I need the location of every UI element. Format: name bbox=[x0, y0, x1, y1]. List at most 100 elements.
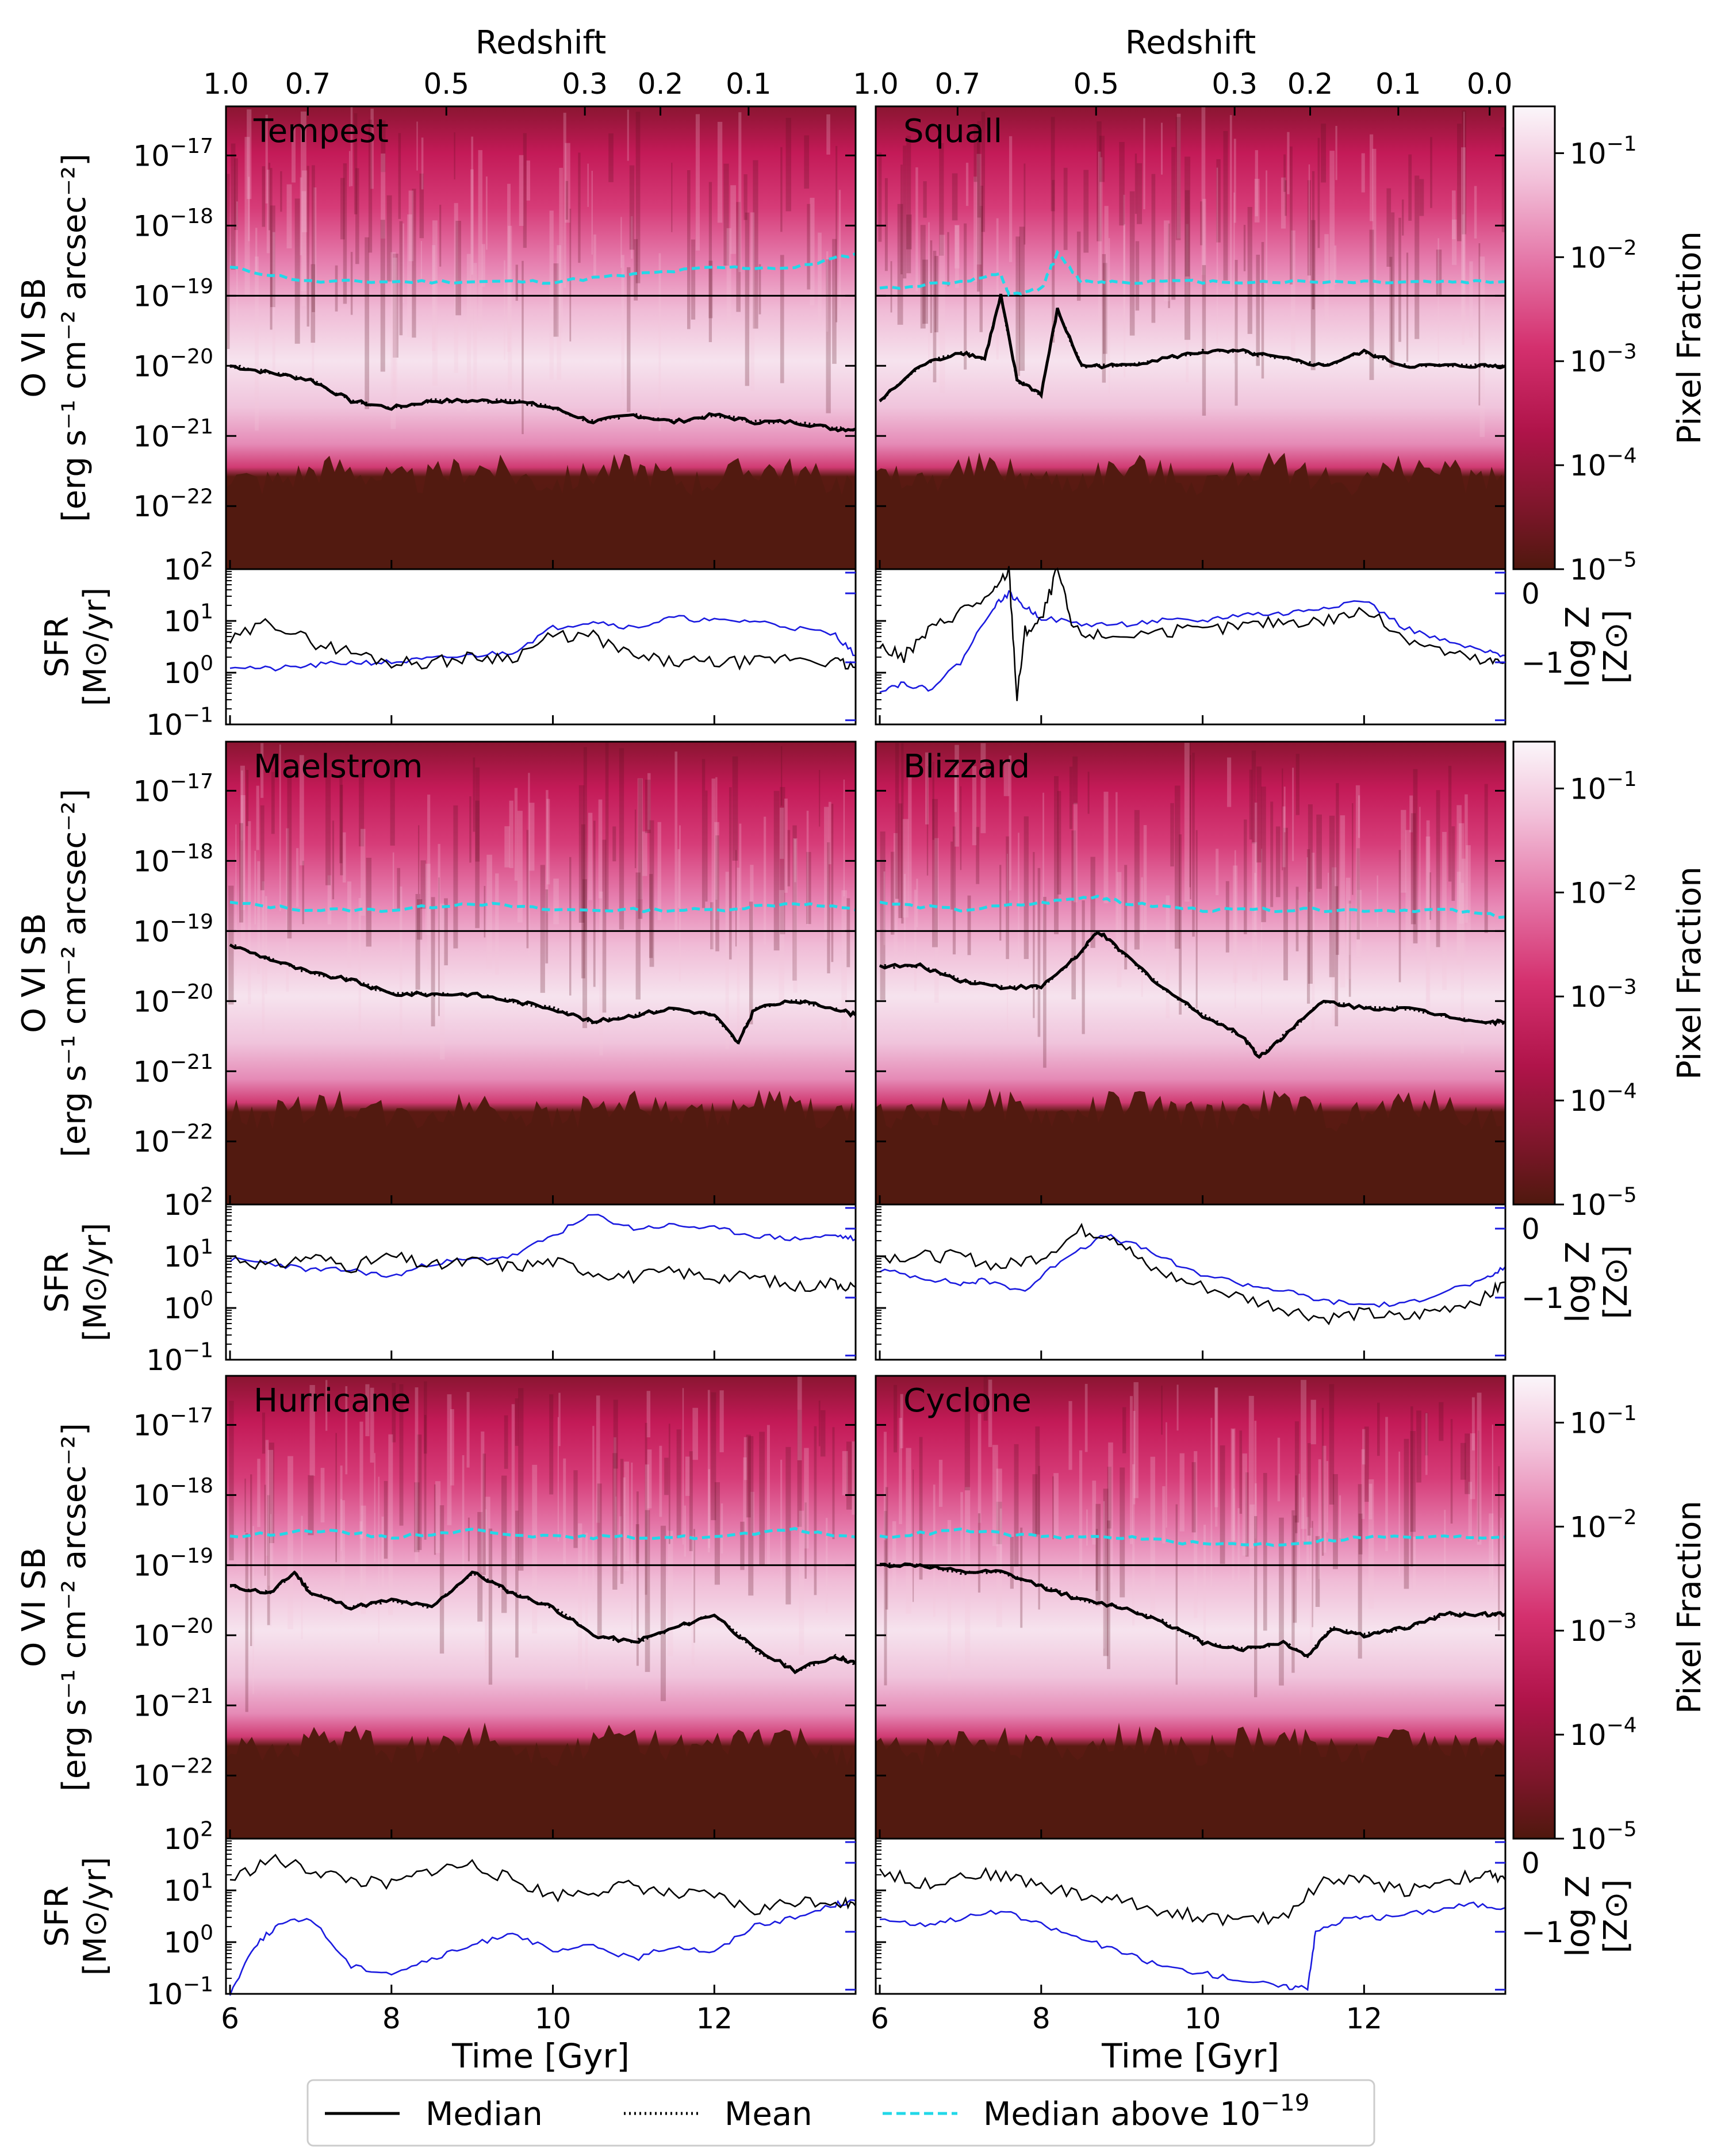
heatmap-streak bbox=[485, 176, 488, 250]
heatmap-streak bbox=[1254, 1516, 1258, 1698]
heatmap-streak bbox=[992, 1445, 998, 1547]
heatmap-streak bbox=[988, 1379, 992, 1447]
sfr-ylabel-line1: SFR bbox=[39, 1252, 76, 1313]
colorbar-tick-label: 10−5 bbox=[1570, 1818, 1637, 1856]
heatmap-streak bbox=[1301, 1380, 1306, 1529]
x-tick-label: 6 bbox=[871, 2002, 889, 2035]
heatmap-streak bbox=[1215, 1387, 1218, 1527]
median-above-line bbox=[229, 1526, 856, 1541]
heatmap-streak bbox=[425, 864, 431, 935]
heatmap-floor bbox=[876, 452, 1505, 569]
sb-ylabel: O VI SB [erg s⁻¹ cm⁻² arcsec⁻²] bbox=[16, 154, 93, 522]
heatmap-streak bbox=[488, 1528, 493, 1685]
heatmap-streak bbox=[504, 826, 510, 868]
heatmap-streak bbox=[1457, 123, 1462, 241]
heatmap-streak bbox=[1083, 170, 1089, 253]
heatmap-streak bbox=[645, 1422, 647, 1595]
heatmap-streak bbox=[355, 168, 359, 264]
heatmap-streak bbox=[1398, 850, 1401, 983]
heatmap-streak bbox=[952, 173, 958, 221]
heatmap-streak bbox=[1010, 1537, 1014, 1589]
z-ylabel-line1: log Z bbox=[1559, 1875, 1597, 1957]
median-above-line bbox=[879, 895, 1506, 919]
heatmap-streak bbox=[750, 1491, 754, 1535]
colorbar-tick-label: 10−1 bbox=[1570, 768, 1637, 806]
heatmap-streak bbox=[928, 222, 930, 371]
z-tick-label: −1 bbox=[1521, 646, 1564, 680]
heatmap-streak bbox=[977, 1413, 982, 1523]
x-axis-label: Time [Gyr] bbox=[1101, 2036, 1279, 2076]
heatmap-streak bbox=[1333, 1474, 1338, 1570]
median-above-line bbox=[879, 250, 1506, 297]
heatmap-streak bbox=[1369, 229, 1374, 380]
heatmap-streak bbox=[916, 878, 918, 928]
heatmap-streak bbox=[668, 1424, 670, 1544]
heatmap-streak bbox=[977, 1513, 981, 1593]
heatmap-streak bbox=[780, 255, 784, 383]
heatmap-streak bbox=[1129, 191, 1135, 336]
heatmap-streak bbox=[1202, 198, 1206, 283]
heatmap-streak bbox=[342, 832, 346, 883]
heatmap-streaks bbox=[878, 106, 1505, 438]
heatmap-streak bbox=[1356, 889, 1362, 958]
heatmap-streak bbox=[1321, 123, 1327, 183]
heatmap-streak bbox=[247, 109, 252, 200]
heatmap-streak bbox=[1174, 785, 1180, 949]
heatmap-streak bbox=[729, 787, 732, 960]
heatmap-streak bbox=[977, 121, 981, 218]
sfr-frame bbox=[875, 1837, 1506, 1995]
heatmap-streak bbox=[1100, 157, 1103, 296]
heatmap-streak bbox=[1361, 153, 1365, 193]
heatmap-streak bbox=[880, 831, 885, 1000]
heatmap-streak bbox=[1377, 875, 1378, 927]
heatmap-streak bbox=[743, 1457, 747, 1535]
heatmap-streak bbox=[900, 164, 903, 275]
redshift-tick-label: 0.3 bbox=[562, 67, 608, 101]
heatmap-streak bbox=[999, 1508, 1002, 1572]
heatmap-streak bbox=[711, 1392, 716, 1521]
heatmap-streak bbox=[431, 897, 435, 1027]
heatmap-streak bbox=[1336, 783, 1339, 955]
heatmap-streak bbox=[1405, 830, 1411, 953]
heatmap-streak bbox=[246, 770, 249, 826]
heatmap-streak bbox=[1448, 766, 1452, 882]
heatmap-streak bbox=[779, 890, 784, 1006]
heatmap-streak bbox=[252, 1526, 254, 1694]
heatmap-streak bbox=[826, 259, 831, 413]
heatmap-streak bbox=[818, 1401, 821, 1447]
heatmap-streak bbox=[557, 1417, 559, 1542]
heatmap-streak bbox=[248, 177, 250, 241]
heatmap-streak bbox=[657, 822, 661, 920]
heatmap-streak bbox=[621, 255, 624, 415]
heatmap-streak bbox=[565, 143, 570, 223]
heatmap-streak bbox=[1103, 1489, 1109, 1656]
heatmap-streak bbox=[1410, 1430, 1416, 1532]
heatmap-streaks bbox=[883, 1376, 1502, 1698]
metallicity-line bbox=[229, 1899, 856, 1996]
heatmap-streak bbox=[407, 214, 413, 337]
heatmap-streak bbox=[473, 263, 477, 408]
heatmap-streak bbox=[979, 206, 983, 332]
heatmap-streak bbox=[280, 171, 282, 212]
heatmap-streak bbox=[715, 835, 719, 952]
heatmap-streaks bbox=[229, 1376, 857, 1712]
heatmap-streak bbox=[950, 841, 953, 910]
heatmap-streak bbox=[1279, 1517, 1284, 1686]
heatmap-streak bbox=[614, 1437, 616, 1596]
heatmap-streak bbox=[952, 826, 956, 954]
heatmap-streak bbox=[320, 1468, 325, 1523]
heatmap-streak bbox=[1003, 760, 1010, 796]
heatmap-streak bbox=[269, 163, 271, 231]
heatmap-streak bbox=[810, 197, 815, 306]
heatmap-streak bbox=[1079, 1450, 1083, 1580]
legend-label: Median bbox=[425, 2096, 543, 2133]
heatmap-streak bbox=[591, 170, 593, 255]
legend-label: Mean bbox=[724, 2096, 812, 2133]
heatmap-streak bbox=[267, 1449, 274, 1586]
x-tick-label: 12 bbox=[1346, 2002, 1383, 2035]
heatmap-streak bbox=[1348, 900, 1351, 997]
heatmap-streak bbox=[1466, 845, 1471, 932]
heatmap-streak bbox=[1123, 194, 1125, 332]
metallicity-line bbox=[229, 615, 856, 672]
heatmap-streak bbox=[710, 902, 714, 950]
